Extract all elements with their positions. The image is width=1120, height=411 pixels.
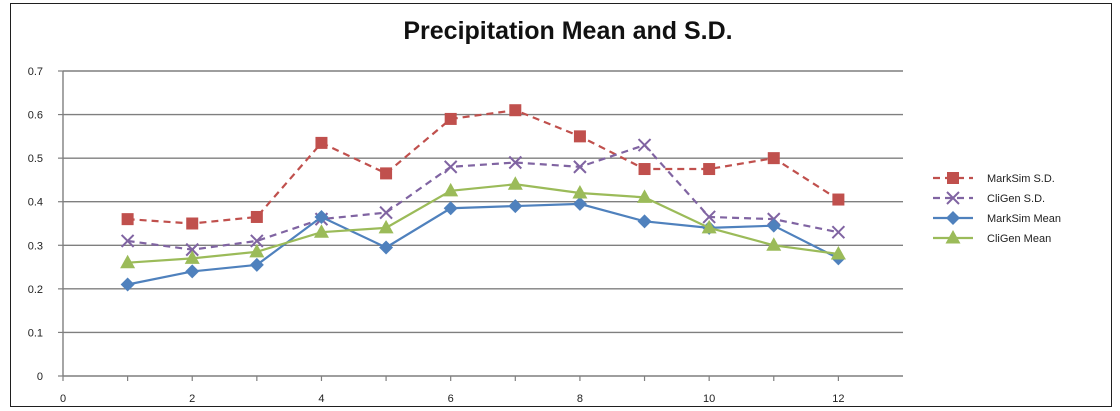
y-axis-ticks: 0 0.1 0.2 0.3 0.4 0.5 0.6 0.7 [28,66,63,383]
data-point [443,201,458,216]
x-tick-label: 6 [448,393,454,405]
data-point [830,246,846,260]
data-point [444,112,457,125]
legend-item: CliGen S.D. [933,191,1045,205]
data-point [120,254,136,269]
data-point [121,213,134,226]
legend-label: MarkSim S.D. [987,173,1055,185]
data-point [185,264,200,279]
data-point [637,138,652,152]
data-point [573,130,586,143]
x-tick-label: 8 [577,393,583,405]
x-tick-label: 12 [832,393,844,405]
series-cligen-s-d [120,138,846,257]
data-point [250,234,264,248]
data-point [572,185,588,199]
data-point [379,205,393,220]
data-point [443,182,459,197]
legend-marker [947,172,959,184]
data-point [186,217,199,230]
series-line [127,109,839,225]
data-point [572,196,587,211]
data-point [314,209,329,224]
y-tick-label: 0.7 [28,66,43,78]
data-point [185,242,199,257]
data-point [637,214,652,229]
data-point [637,189,653,203]
series-group [120,104,846,292]
y-tick-label: 0.6 [28,110,43,122]
series-line [127,143,839,251]
y-tick-label: 0.2 [28,284,43,296]
legend-marker [946,211,960,225]
data-point [120,277,135,292]
legend: MarkSim S.D. CliGen S.D. MarkSim Mean CliGe… [933,172,1061,245]
axes [62,71,903,377]
x-tick-label: 0 [60,393,66,405]
data-point [703,163,716,176]
data-point [702,210,716,224]
y-tick-label: 0 [37,371,43,383]
legend-label: CliGen S.D. [987,193,1045,205]
series-cligen-mean [120,176,846,269]
legend-marker [945,230,961,244]
data-point [766,237,782,251]
data-point [832,193,845,206]
x-tick-label: 10 [703,393,715,405]
data-point [507,176,523,190]
legend-item: MarkSim S.D. [933,172,1055,185]
data-point [443,160,458,174]
legend-label: MarkSim Mean [987,213,1061,225]
data-point [766,218,781,233]
data-point [313,224,329,238]
data-point [767,152,780,165]
data-point [315,136,328,149]
data-point [379,240,394,255]
legend-marker [946,191,960,205]
series-marksim-s-d [121,104,845,230]
data-point [509,104,522,117]
y-tick-label: 0.1 [28,327,43,339]
x-tick-label: 2 [189,393,195,405]
data-point [573,160,587,174]
data-point [701,219,717,234]
legend-label: CliGen Mean [987,233,1051,245]
y-tick-label: 0.5 [28,153,43,165]
data-point [831,225,846,239]
y-tick-label: 0.3 [28,240,43,252]
data-point [508,199,523,214]
data-point [508,155,523,170]
data-point [380,167,393,180]
data-point [638,163,651,176]
y-tick-label: 0.4 [28,197,43,209]
x-axis-ticks: 0 2 4 6 8 10 12 [60,376,845,405]
data-point [378,219,394,234]
data-point [184,250,200,264]
legend-item: MarkSim Mean [933,211,1061,225]
series-line [127,183,839,264]
data-point [120,234,135,248]
x-tick-label: 4 [318,393,324,405]
data-point [249,257,264,272]
data-point [250,210,263,223]
gridlines [63,70,903,334]
chart-title: Precipitation Mean and S.D. [403,17,732,45]
legend-item: CliGen Mean [933,230,1051,245]
series-line [127,202,839,286]
data-point [249,243,265,258]
